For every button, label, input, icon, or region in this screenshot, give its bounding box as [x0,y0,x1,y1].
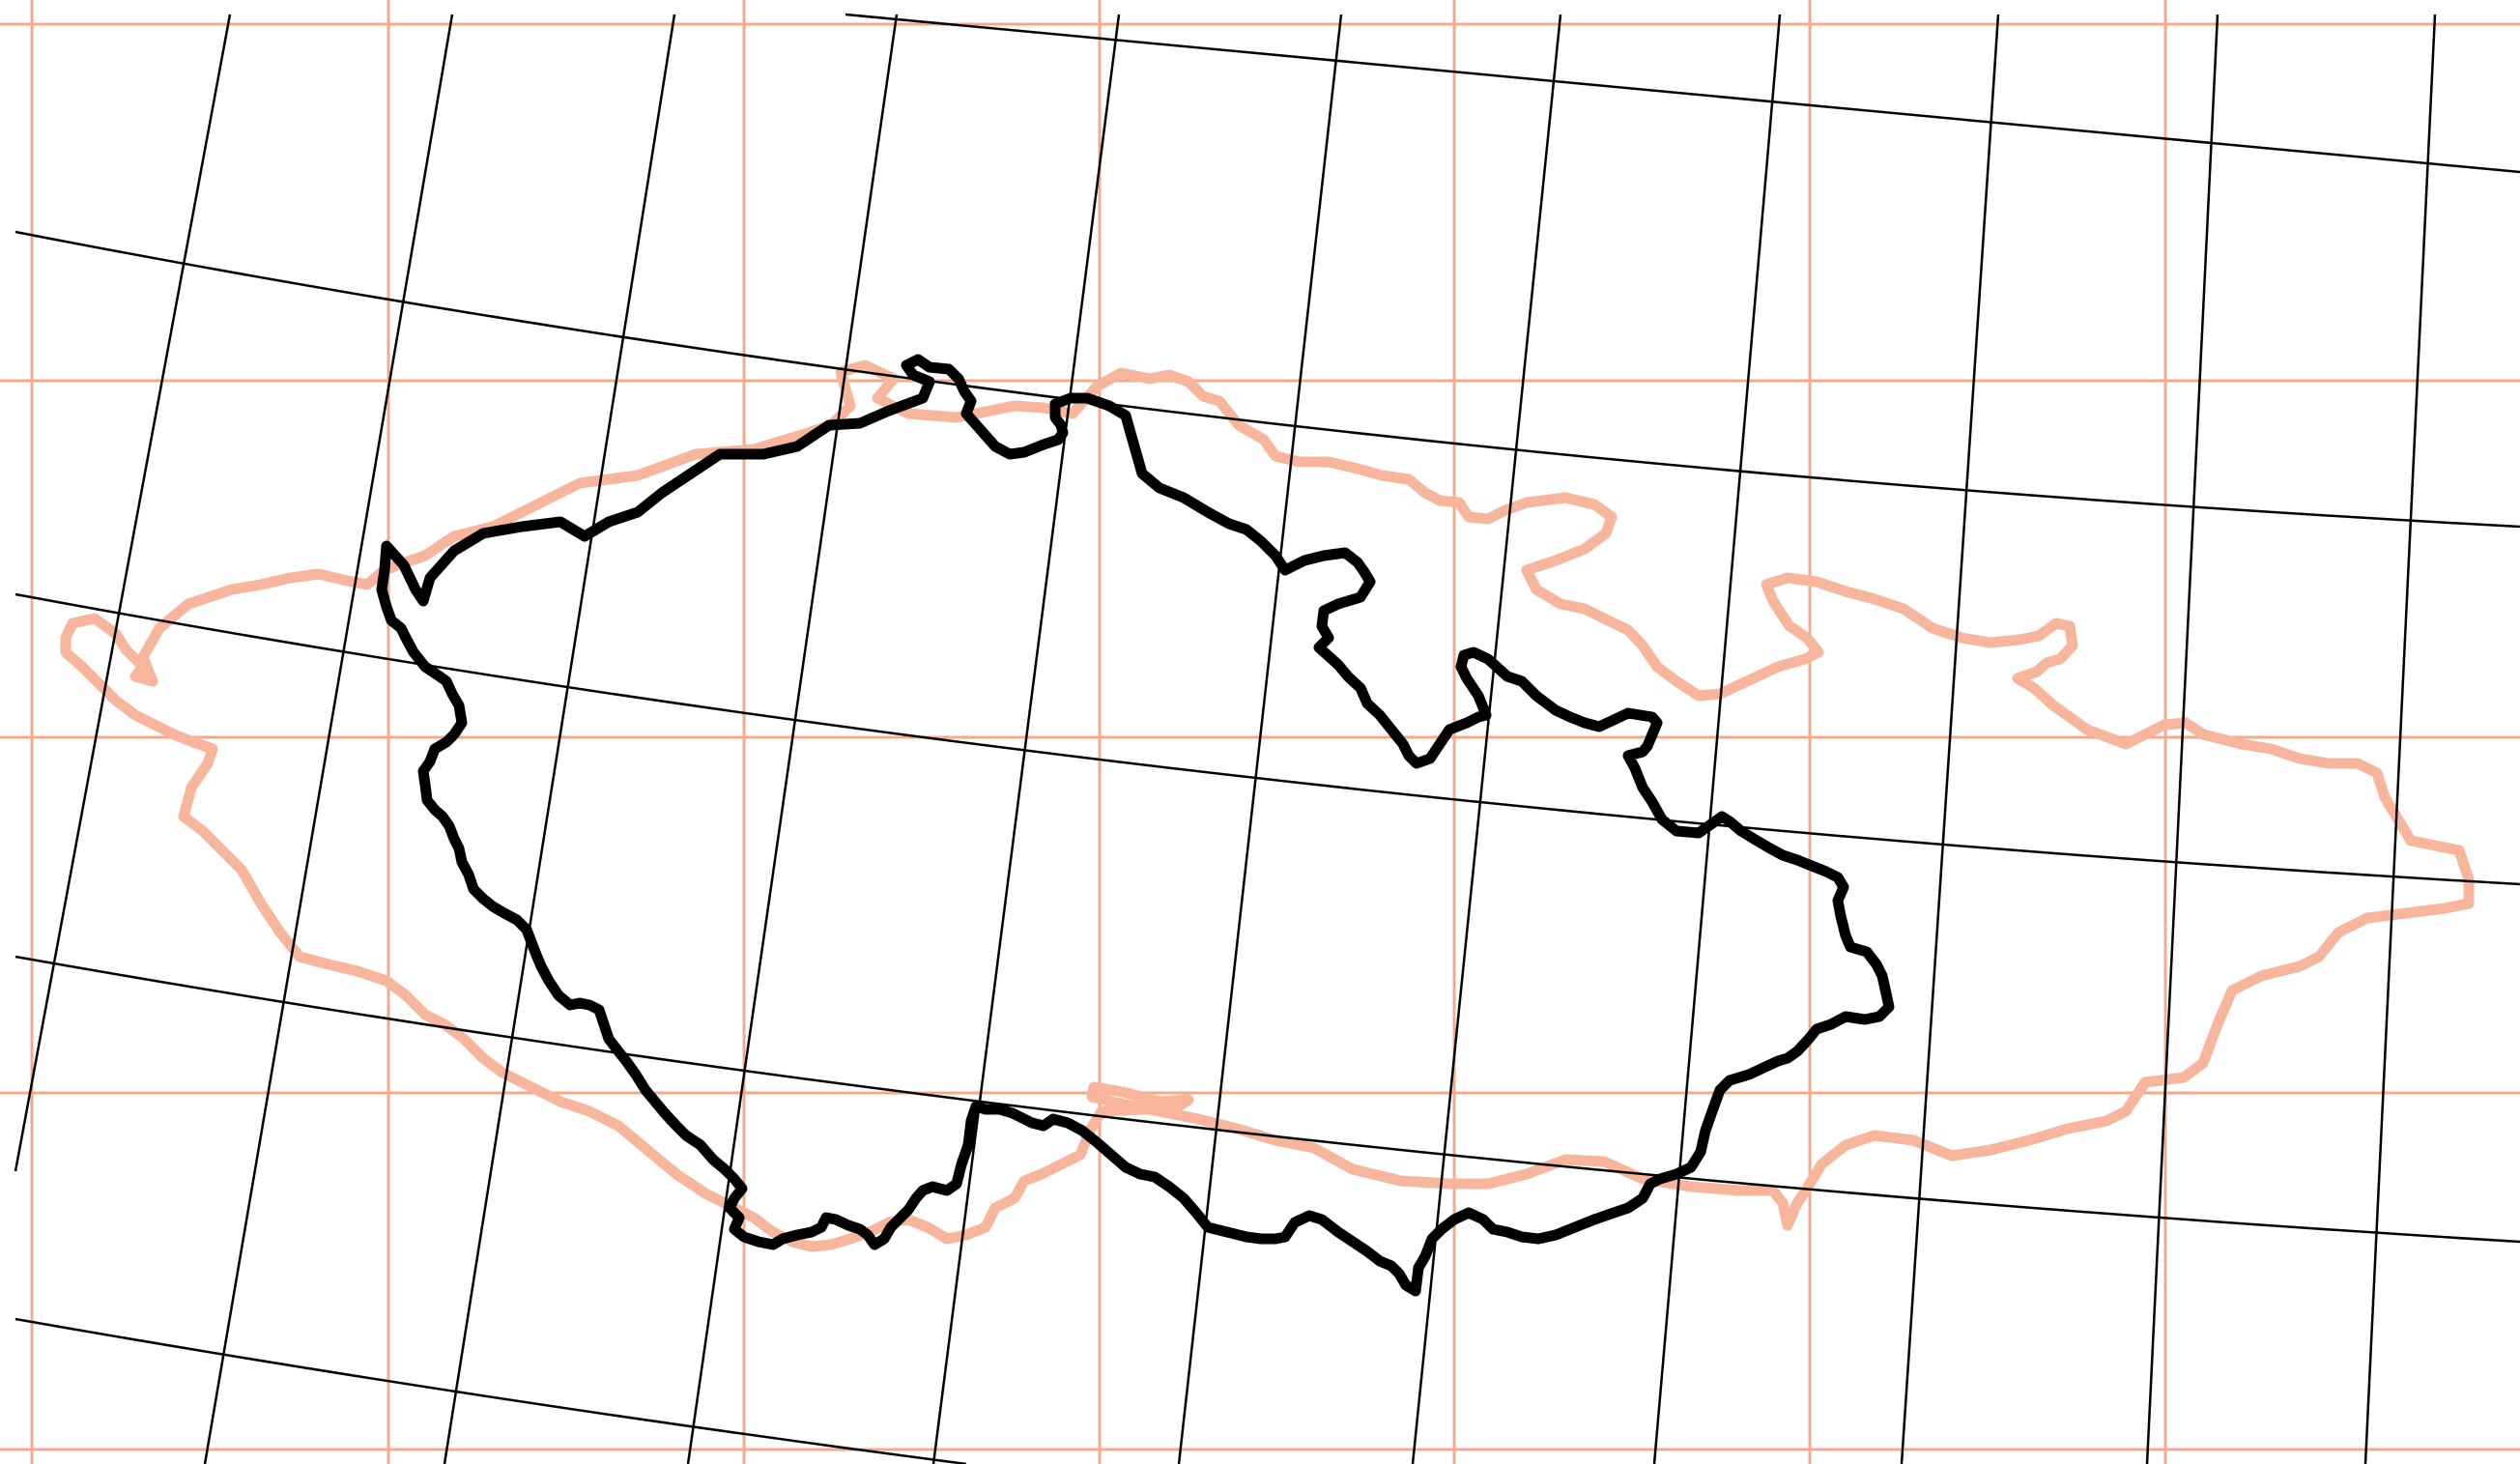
proj-meridian [931,14,1121,1464]
projected-country-outline [376,354,1895,1297]
proj-meridian [2363,14,2437,1464]
proj-meridian [203,14,454,1464]
proj-meridian [1652,14,1782,1464]
proj-parallel [14,955,2520,1244]
proj-meridian [1900,14,2000,1464]
proj-meridian [2145,14,2219,1464]
proj-meridian [686,14,899,1464]
proj-meridian [14,14,232,1172]
proj-parallel [845,13,2520,174]
proj-parallel [14,230,2520,529]
proj-parallel [14,1317,967,1464]
proj-parallel [14,592,2520,886]
proj-meridian [443,14,676,1464]
proj-meridian [1411,14,1562,1464]
proj-meridian [1177,14,1343,1464]
projected-graticule [14,13,2520,1464]
